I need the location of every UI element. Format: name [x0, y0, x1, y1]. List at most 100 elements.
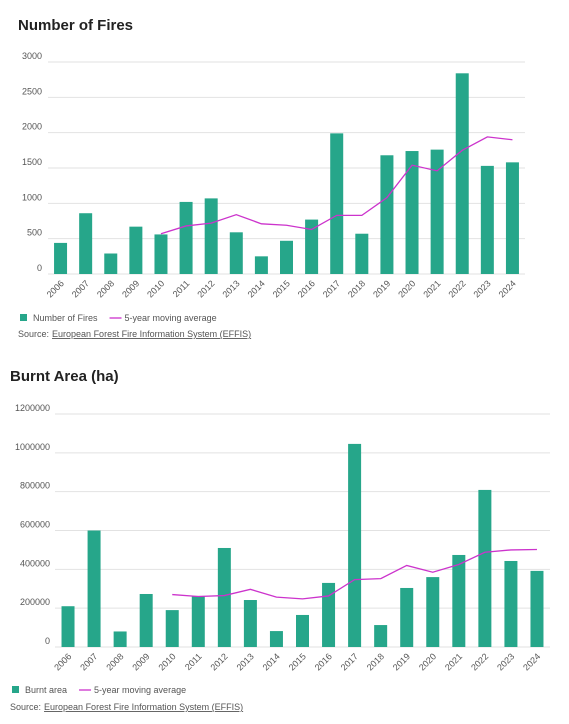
- bar: [405, 151, 419, 274]
- y-tick-label: 2500: [22, 86, 42, 96]
- x-tick-label: 2016: [313, 651, 334, 672]
- bar: [254, 256, 268, 274]
- bar: [380, 155, 394, 274]
- x-tick-label: 2024: [497, 278, 518, 299]
- x-tick-label: 2006: [52, 651, 73, 672]
- y-tick-label: 1000: [22, 192, 42, 202]
- y-tick-label: 400000: [20, 558, 50, 568]
- y-tick-label: 1200000: [15, 403, 50, 413]
- x-tick-label: 2014: [261, 651, 282, 672]
- y-tick-label: 200000: [20, 597, 50, 607]
- x-tick-label: 2009: [120, 278, 141, 299]
- bar: [355, 233, 369, 274]
- source-label: Source:: [18, 329, 49, 339]
- bar: [455, 73, 469, 274]
- x-tick-label: 2013: [235, 651, 256, 672]
- x-tick-label: 2014: [246, 278, 267, 299]
- bar: [480, 165, 494, 274]
- bar: [296, 614, 309, 647]
- source-label: Source:: [10, 702, 41, 712]
- legend-label: 5-year moving average: [125, 313, 217, 323]
- bar: [179, 201, 193, 274]
- moving-average-line: [172, 548, 537, 600]
- source: Source: European Forest Fire Information …: [18, 329, 251, 339]
- y-tick-label: 3000: [22, 51, 42, 61]
- bar: [139, 593, 153, 647]
- bar: [61, 606, 75, 647]
- y-tick-label: 600000: [20, 520, 50, 530]
- x-tick-label: 2015: [287, 651, 308, 672]
- bar: [322, 582, 336, 647]
- x-tick-label: 2008: [95, 278, 116, 299]
- y-tick-label: 2000: [22, 122, 42, 132]
- x-tick-label: 2018: [346, 278, 367, 299]
- x-tick-label: 2011: [171, 278, 192, 299]
- x-tick-label: 2009: [130, 651, 151, 672]
- y-tick-label: 800000: [20, 481, 50, 491]
- bar: [87, 530, 101, 647]
- x-tick-label: 2012: [195, 278, 216, 299]
- bar: [154, 234, 168, 274]
- x-tick-label: 2023: [495, 651, 516, 672]
- bar: [104, 253, 118, 274]
- x-tick-label: 2007: [78, 651, 99, 672]
- x-tick-label: 2017: [321, 278, 342, 299]
- source-link[interactable]: European Forest Fire Information System …: [44, 702, 243, 712]
- x-tick-label: 2017: [339, 651, 360, 672]
- x-tick-label: 2019: [391, 651, 412, 672]
- bar: [530, 570, 544, 647]
- source-link[interactable]: European Forest Fire Information System …: [52, 329, 251, 339]
- bar: [305, 219, 319, 274]
- bar: [330, 133, 344, 274]
- y-tick-label: 0: [37, 263, 42, 273]
- x-tick-label: 2011: [183, 651, 204, 672]
- x-tick-label: 2021: [443, 651, 464, 672]
- x-tick-label: 2013: [220, 278, 241, 299]
- chart-title: Number of Fires: [18, 17, 133, 34]
- bar: [478, 489, 492, 647]
- bar: [217, 547, 231, 647]
- source: Source: European Forest Fire Information …: [10, 702, 243, 712]
- bar: [400, 587, 414, 647]
- x-tick-label: 2020: [396, 278, 417, 299]
- x-tick-label: 2012: [209, 651, 230, 672]
- bar: [504, 560, 518, 647]
- bar: [79, 213, 93, 274]
- x-tick-label: 2021: [421, 278, 442, 299]
- chart-title: Burnt Area (ha): [10, 368, 119, 385]
- bar: [113, 631, 127, 647]
- x-tick-label: 2016: [296, 278, 317, 299]
- x-tick-label: 2010: [156, 651, 177, 672]
- x-tick-label: 2007: [70, 278, 91, 299]
- x-tick-label: 2010: [145, 278, 166, 299]
- bar: [430, 149, 444, 274]
- x-tick-label: 2006: [45, 278, 66, 299]
- bar: [243, 600, 257, 647]
- bar: [204, 198, 218, 274]
- bar: [374, 625, 388, 647]
- legend-label: Burnt area: [25, 685, 67, 695]
- y-tick-label: 1500: [22, 157, 42, 167]
- x-tick-label: 2018: [365, 651, 386, 672]
- legend-label: 5-year moving average: [94, 685, 186, 695]
- moving-average-line: [160, 136, 513, 235]
- y-tick-label: 0: [45, 636, 50, 646]
- x-tick-label: 2022: [446, 278, 467, 299]
- legend-label: Number of Fires: [33, 313, 98, 323]
- y-tick-label: 1000000: [15, 442, 50, 452]
- x-tick-label: 2008: [104, 651, 125, 672]
- legend-swatch: [12, 686, 19, 693]
- x-tick-label: 2015: [271, 278, 292, 299]
- bar: [129, 226, 143, 274]
- bar: [191, 595, 205, 647]
- bar: [269, 631, 283, 647]
- x-tick-label: 2019: [371, 278, 392, 299]
- bar: [426, 577, 440, 647]
- x-tick-label: 2024: [521, 651, 542, 672]
- x-tick-label: 2023: [472, 278, 493, 299]
- x-tick-label: 2020: [417, 651, 438, 672]
- bar: [348, 443, 362, 647]
- bar: [165, 610, 179, 647]
- bar: [229, 232, 243, 274]
